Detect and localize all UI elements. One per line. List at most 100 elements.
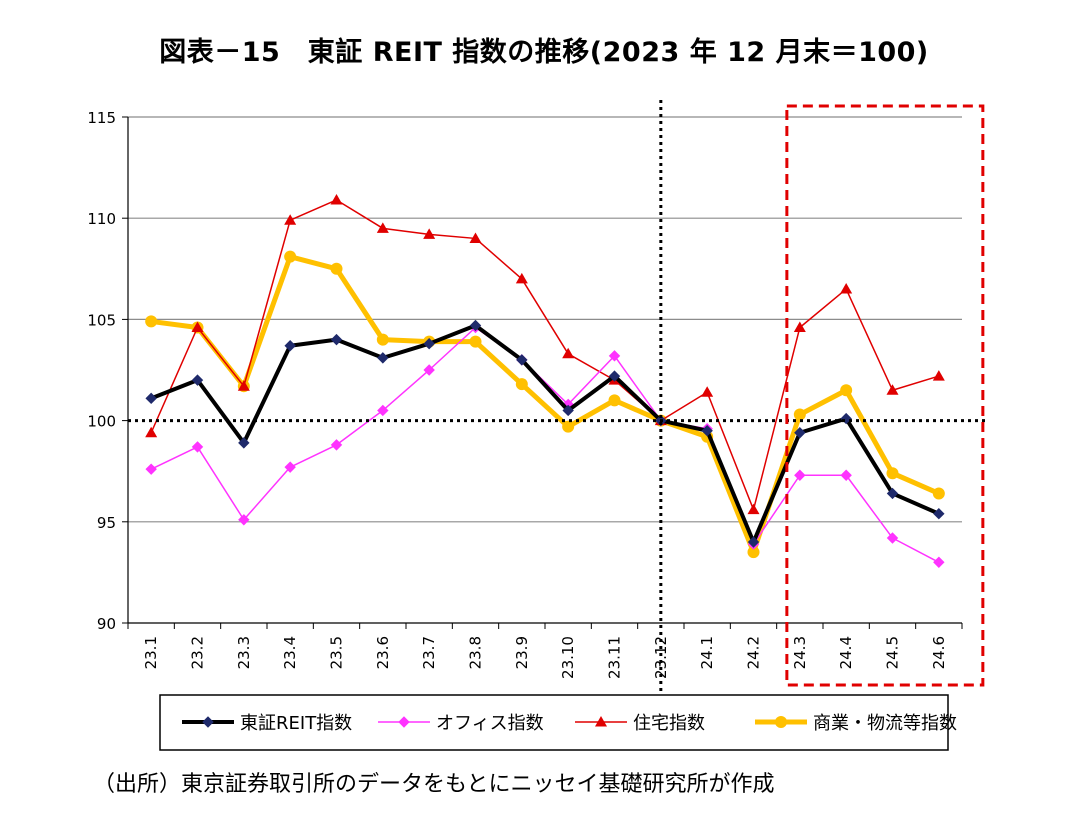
data-point <box>423 228 436 239</box>
data-point <box>886 384 899 395</box>
series-1 <box>145 321 945 568</box>
data-point <box>608 370 621 382</box>
x-tick-label: 23.10 <box>559 636 577 679</box>
data-point <box>330 439 343 451</box>
data-point <box>932 370 945 381</box>
data-point <box>145 426 158 438</box>
x-tick-label: 24.2 <box>745 636 763 669</box>
data-point <box>191 321 204 332</box>
x-tick-label: 24.4 <box>837 636 855 669</box>
y-tick-label: 100 <box>87 413 116 431</box>
data-point <box>469 319 482 332</box>
data-point <box>191 441 204 453</box>
data-point <box>145 463 157 475</box>
x-axis: 23.1 23.2 23.3 23.4 23.5 23.6 23.7 23.8 23.9 23.1… <box>127 622 963 679</box>
data-point <box>932 487 945 500</box>
data-point <box>608 394 621 407</box>
y-tick-label: 110 <box>87 210 116 228</box>
legend-marker <box>202 716 214 728</box>
x-tick-label: 24.5 <box>884 636 902 669</box>
x-tick-label: 23.11 <box>606 636 624 679</box>
x-tick-label: 23.7 <box>420 636 438 669</box>
data-point <box>191 374 204 386</box>
data-point <box>145 392 157 405</box>
series-line <box>150 199 940 511</box>
series-line <box>150 254 940 555</box>
x-tick-label: 23.12 <box>652 636 670 679</box>
data-point <box>701 425 713 437</box>
x-tick-label: 23.9 <box>513 636 531 669</box>
series-group <box>145 193 945 568</box>
legend-marker <box>595 716 607 727</box>
data-point <box>515 378 528 391</box>
x-tick-label: 24.3 <box>791 636 809 669</box>
data-point <box>562 404 574 417</box>
x-tick-label: 23.5 <box>328 636 346 669</box>
data-point <box>238 437 250 449</box>
data-point <box>377 404 389 417</box>
y-tick-label: 105 <box>87 311 116 329</box>
data-point <box>794 427 806 439</box>
data-point <box>793 321 806 332</box>
data-point <box>330 193 343 205</box>
data-point <box>145 315 158 328</box>
series-3 <box>145 250 945 559</box>
data-point <box>284 340 296 352</box>
data-point <box>237 380 250 391</box>
legend: 東証REIT指数 オフィス指数 住宅指数 商業・物流等指数 <box>159 694 957 751</box>
x-tick-label: 24.6 <box>930 636 948 669</box>
legend-box <box>159 694 949 751</box>
data-point <box>423 337 435 350</box>
series-line <box>150 326 940 563</box>
series-2 <box>145 193 945 515</box>
data-point <box>515 272 528 284</box>
y-axis: 90 95 100 105 110 115 <box>87 109 129 633</box>
x-tick-label: 23.4 <box>281 636 299 669</box>
x-tick-label: 23.6 <box>374 636 392 669</box>
data-point <box>562 420 575 433</box>
x-tick-label: 23.8 <box>467 636 485 669</box>
series-0 <box>145 319 945 548</box>
data-point <box>284 214 297 225</box>
data-point <box>793 408 806 421</box>
data-point <box>330 333 343 346</box>
data-point <box>933 507 945 520</box>
legend-label: 東証REIT指数 <box>240 713 352 734</box>
data-point <box>376 222 389 233</box>
x-tick-label: 23.1 <box>142 636 160 669</box>
data-point <box>238 514 250 526</box>
data-point <box>886 467 899 480</box>
data-point <box>840 283 853 294</box>
legend-marker <box>775 716 787 728</box>
gridlines <box>128 116 962 523</box>
data-point <box>933 556 945 568</box>
series-line <box>150 323 940 545</box>
data-point <box>608 350 621 362</box>
data-point <box>747 503 760 515</box>
x-tick-label: 23.2 <box>189 636 207 669</box>
data-point <box>840 469 852 481</box>
y-tick-label: 90 <box>97 615 116 633</box>
y-tick-label: 115 <box>87 109 116 127</box>
legend-label: 住宅指数 <box>633 713 705 734</box>
x-tick-label: 24.1 <box>698 636 716 669</box>
data-point <box>886 532 899 544</box>
data-point <box>284 461 296 473</box>
data-point <box>747 536 760 548</box>
source-note: （出所）東京証券取引所のデータをもとにニッセイ基礎研究所が作成 <box>93 772 775 797</box>
legend-label: 商業・物流等指数 <box>813 713 957 734</box>
chart-title: 図表－15 東証 REIT 指数の推移(2023 年 12 月末＝100) <box>159 37 929 68</box>
highlight-box <box>785 104 985 687</box>
data-point <box>423 364 435 376</box>
data-point <box>840 384 853 397</box>
data-point <box>469 335 482 348</box>
y-tick-label: 95 <box>97 514 116 532</box>
data-point <box>794 469 806 481</box>
data-point <box>469 232 482 243</box>
overlays <box>128 100 986 700</box>
data-point <box>701 386 714 397</box>
data-point <box>330 262 343 275</box>
data-point <box>886 487 899 500</box>
data-point <box>376 333 389 346</box>
